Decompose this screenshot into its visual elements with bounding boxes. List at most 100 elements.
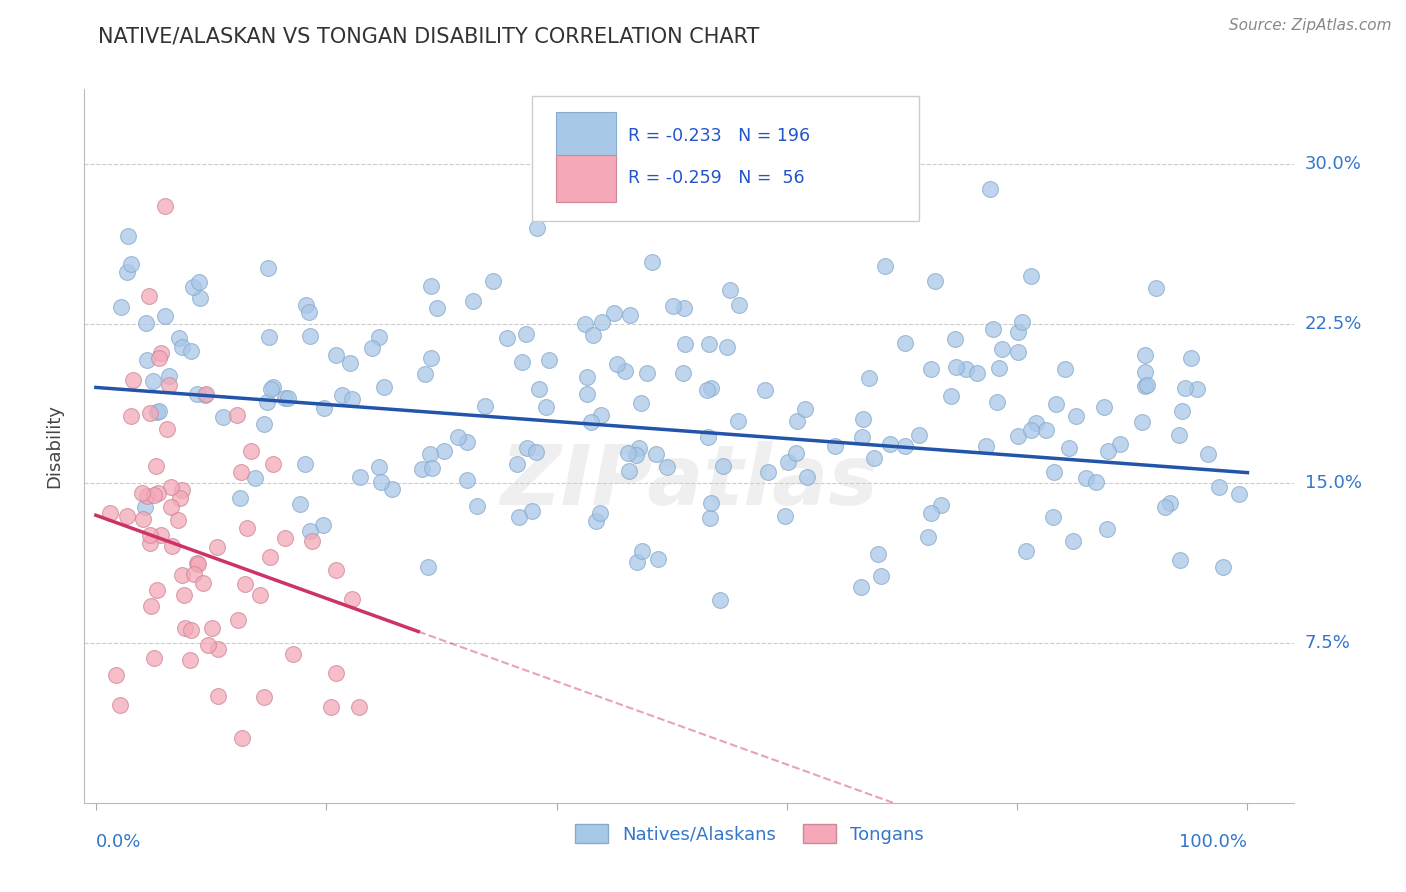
Point: [875, 259, 897, 273]
Point: [773, 509, 796, 524]
Point: [456, 434, 478, 449]
Point: [139, 528, 162, 542]
Point: [181, 279, 204, 293]
Point: [657, 460, 679, 475]
Point: [1109, 437, 1132, 451]
Point: [534, 401, 557, 415]
Point: [120, 257, 142, 271]
Point: [197, 638, 219, 652]
Point: [311, 518, 333, 533]
Point: [340, 392, 363, 406]
Point: [1019, 423, 1042, 437]
Text: Source: ZipAtlas.com: Source: ZipAtlas.com: [1229, 18, 1392, 33]
Point: [373, 379, 395, 393]
Point: [249, 588, 271, 602]
Point: [1011, 315, 1033, 329]
Point: [1057, 441, 1080, 455]
Point: [673, 336, 696, 351]
Point: [148, 351, 170, 365]
Point: [463, 294, 485, 309]
Point: [298, 305, 321, 319]
Point: [277, 392, 299, 406]
Point: [1097, 443, 1119, 458]
Point: [515, 327, 537, 342]
Point: [207, 689, 229, 703]
Point: [1227, 487, 1250, 501]
Point: [1153, 500, 1175, 514]
Point: [117, 229, 139, 244]
Point: [149, 346, 172, 360]
Point: [627, 441, 650, 455]
Point: [419, 447, 441, 461]
Point: [135, 316, 157, 330]
Point: [617, 446, 640, 460]
Point: [716, 340, 738, 354]
Point: [699, 496, 721, 510]
Point: [120, 409, 142, 423]
Point: [617, 464, 640, 478]
Point: [1043, 465, 1066, 479]
Point: [824, 439, 846, 453]
Point: [920, 362, 942, 376]
Point: [636, 367, 658, 381]
Point: [226, 613, 249, 627]
Point: [718, 283, 741, 297]
Point: [976, 439, 998, 453]
Point: [917, 530, 939, 544]
Point: [1130, 415, 1153, 429]
Point: [585, 514, 607, 528]
Point: [576, 386, 599, 401]
Point: [510, 354, 533, 368]
Point: [298, 524, 321, 539]
Point: [160, 480, 183, 494]
FancyBboxPatch shape: [555, 155, 616, 202]
Point: [146, 582, 169, 597]
Point: [1174, 381, 1197, 395]
Point: [979, 182, 1001, 196]
Point: [939, 389, 962, 403]
Point: [920, 506, 942, 520]
Point: [709, 592, 731, 607]
Point: [754, 383, 776, 397]
Point: [728, 298, 751, 312]
Point: [257, 329, 280, 343]
FancyBboxPatch shape: [555, 112, 616, 159]
Point: [606, 358, 628, 372]
Point: [228, 491, 250, 505]
Point: [988, 361, 1011, 376]
Point: [1007, 326, 1029, 340]
Point: [1015, 544, 1038, 558]
Point: [589, 408, 612, 422]
Point: [159, 378, 181, 392]
Point: [1185, 382, 1208, 396]
Point: [288, 497, 311, 511]
Point: [1180, 351, 1202, 366]
Point: [1045, 396, 1067, 410]
Point: [179, 653, 201, 667]
Point: [105, 668, 128, 682]
Y-axis label: Disability: Disability: [45, 404, 63, 488]
Point: [419, 351, 441, 365]
Point: [260, 382, 283, 396]
Point: [225, 409, 247, 423]
Point: [145, 458, 167, 473]
Point: [661, 299, 683, 313]
Point: [312, 401, 335, 415]
Point: [776, 455, 799, 469]
Point: [193, 575, 215, 590]
Point: [447, 430, 470, 444]
Point: [1053, 362, 1076, 376]
Point: [146, 486, 169, 500]
Text: 22.5%: 22.5%: [1305, 315, 1362, 333]
Point: [1170, 553, 1192, 567]
Point: [1095, 522, 1118, 536]
Point: [793, 402, 815, 417]
Point: [966, 366, 988, 380]
Point: [955, 362, 977, 376]
Point: [283, 648, 305, 662]
Point: [188, 275, 211, 289]
Point: [641, 255, 664, 269]
Point: [235, 521, 257, 535]
Point: [1133, 348, 1156, 362]
Point: [508, 509, 530, 524]
